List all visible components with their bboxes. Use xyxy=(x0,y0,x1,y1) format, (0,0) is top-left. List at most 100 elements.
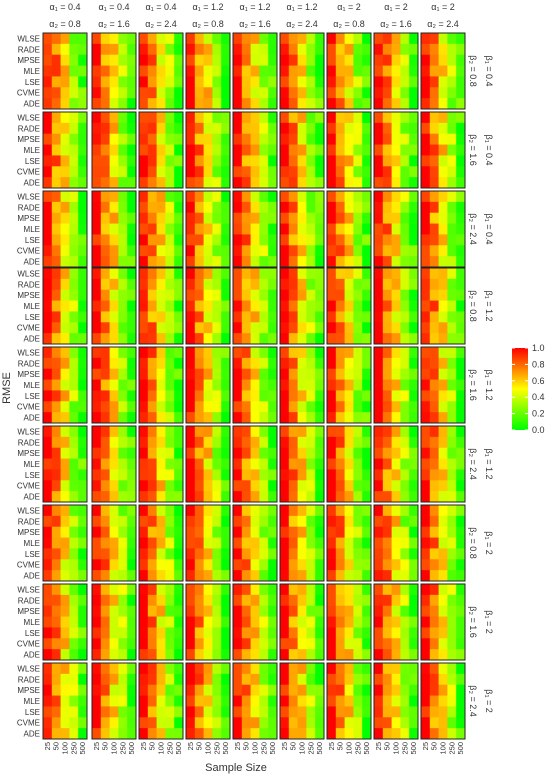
heatmap-cell xyxy=(241,256,251,268)
heatmap-cell xyxy=(280,559,290,571)
heatmap-cell xyxy=(43,401,53,413)
heatmap-cell xyxy=(447,570,457,582)
heatmap-cell xyxy=(429,245,439,257)
heatmap-cell xyxy=(174,515,184,528)
heatmap-cell xyxy=(280,268,290,280)
heatmap-cell xyxy=(241,357,251,370)
heatmap-cell xyxy=(51,289,61,301)
heatmap-cell xyxy=(221,54,231,66)
heatmap-cell xyxy=(100,491,110,503)
heatmap-cell xyxy=(280,278,290,291)
heatmap-cell xyxy=(186,426,196,438)
heatmap-cell xyxy=(174,201,184,214)
heatmap-panel xyxy=(232,425,278,503)
heatmap-cell xyxy=(362,570,372,582)
heatmap-cell xyxy=(382,87,392,99)
heatmap-cell xyxy=(78,605,88,617)
heatmap-cell xyxy=(233,684,243,696)
heatmap-cell xyxy=(429,166,439,178)
heatmap-cell xyxy=(288,447,298,459)
heatmap-cell xyxy=(118,447,128,459)
heatmap-cell xyxy=(156,122,166,135)
heatmap-cell xyxy=(241,505,251,517)
heatmap-cell xyxy=(400,357,410,370)
heatmap-cell xyxy=(382,177,392,189)
heatmap-cell xyxy=(327,322,337,334)
heatmap-cell xyxy=(362,526,372,538)
heatmap-cell xyxy=(212,616,222,628)
heatmap-cell xyxy=(156,401,166,413)
heatmap-cell xyxy=(78,436,88,449)
heatmap-cell xyxy=(391,289,401,301)
heatmap-cell xyxy=(409,379,419,391)
heatmap-cell xyxy=(51,673,61,686)
heatmap-cell xyxy=(194,223,204,235)
heatmap-cell xyxy=(100,177,110,189)
panel-border xyxy=(138,662,184,740)
heatmap-cell xyxy=(391,559,401,571)
heatmap-cell xyxy=(268,447,278,459)
heatmap-panel xyxy=(373,267,419,345)
beta1-header: β₁ = 0.4 xyxy=(484,214,494,245)
heatmap-cell xyxy=(127,663,137,675)
heatmap-cell xyxy=(109,570,119,582)
heatmap-cell xyxy=(268,223,278,235)
heatmap-cell xyxy=(203,234,213,246)
heatmap-cell xyxy=(421,357,431,370)
heatmap-cell xyxy=(147,616,157,628)
beta2-header: β₂ = 2.4 xyxy=(468,213,478,244)
heatmap-cell xyxy=(69,245,79,257)
heatmap-panel xyxy=(185,425,231,503)
panel-border xyxy=(420,504,466,582)
heatmap-cell xyxy=(69,616,79,628)
heatmap-cell xyxy=(391,76,401,88)
heatmap-cell xyxy=(409,537,419,549)
heatmap-cell xyxy=(156,234,166,246)
heatmap-cell xyxy=(78,98,88,110)
heatmap-cell xyxy=(306,728,316,740)
heatmap-cell xyxy=(60,212,70,224)
heatmap-cell xyxy=(51,122,61,135)
heatmap-cell xyxy=(78,245,88,257)
heatmap-cell xyxy=(92,594,102,607)
panel-border xyxy=(138,190,184,268)
heatmap-cell xyxy=(306,379,316,391)
heatmap-cell xyxy=(259,717,269,729)
heatmap-cell xyxy=(250,505,260,517)
heatmap-cell xyxy=(429,469,439,481)
heatmap-cell xyxy=(429,112,439,124)
heatmap-cell xyxy=(92,166,102,178)
heatmap-cell xyxy=(327,706,337,718)
heatmap-cell xyxy=(306,311,316,323)
panel-border xyxy=(420,267,466,345)
heatmap-cell xyxy=(203,616,213,628)
heatmap-cell xyxy=(139,245,149,257)
heatmap-cell xyxy=(194,234,204,246)
heatmap-cell xyxy=(221,87,231,99)
heatmap-cell xyxy=(233,584,243,596)
heatmap-cell xyxy=(315,663,325,675)
heatmap-cell xyxy=(288,426,298,438)
heatmap-cell xyxy=(212,322,222,334)
heatmap-cell xyxy=(118,65,128,77)
heatmap-cell xyxy=(288,663,298,675)
heatmap-cell xyxy=(118,234,128,246)
heatmap-cell xyxy=(409,548,419,560)
heatmap-panel xyxy=(279,504,325,582)
heatmap-cell xyxy=(165,322,175,334)
heatmap-cell xyxy=(421,112,431,124)
heatmap-cell xyxy=(69,570,79,582)
heatmap-cell xyxy=(259,480,269,492)
heatmap-cell xyxy=(212,426,222,438)
sample-size-tick-label: 25 xyxy=(186,742,195,750)
panel-border xyxy=(138,583,184,661)
heatmap-cell xyxy=(306,357,316,370)
heatmap-panel xyxy=(279,425,325,503)
alpha2-header: α₂ = 1.6 xyxy=(98,19,129,29)
heatmap-cell xyxy=(306,584,316,596)
heatmap-cell xyxy=(118,333,128,345)
heatmap-cell xyxy=(186,684,196,696)
heatmap-cell xyxy=(51,706,61,718)
heatmap-cell xyxy=(315,695,325,707)
heatmap-panel xyxy=(326,583,372,661)
